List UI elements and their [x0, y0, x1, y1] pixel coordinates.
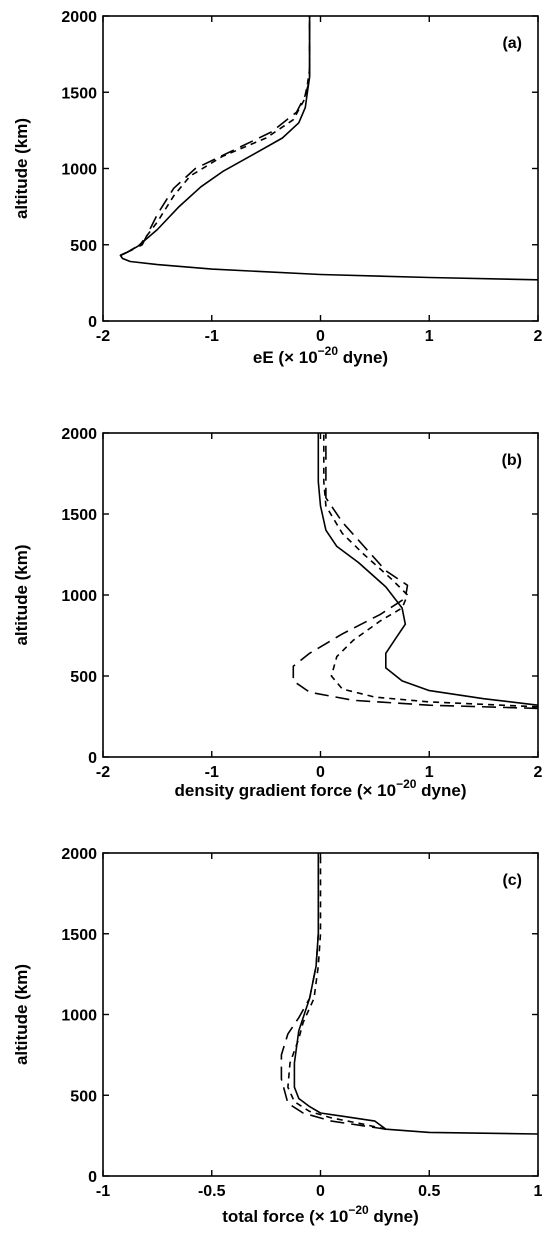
x-tick-label: 1 — [425, 764, 434, 781]
x-tick-label: 0.5 — [418, 1183, 440, 1200]
y-tick-label: 500 — [70, 1088, 97, 1105]
x-tick-label: 0 — [316, 1183, 325, 1200]
series-line-solid — [317, 433, 538, 706]
x-tick-label: 0 — [316, 764, 325, 781]
y-tick-label: 2000 — [61, 426, 97, 443]
x-axis-label-unit: dyne) — [416, 781, 466, 800]
chart-panel-3: -1 -0.5 0 0.5 1 0 500 1000 1500 2000 altitude (km)… — [12, 846, 543, 1226]
y-tick-label: 0 — [88, 314, 97, 331]
y-tick-label: 2000 — [61, 9, 97, 26]
y-tick-label: 1500 — [61, 507, 97, 524]
x-tick-label: -0.5 — [198, 1183, 226, 1200]
x-axis-label-main: eE (× 10 — [253, 348, 318, 367]
x-tick-label: -1 — [205, 328, 219, 345]
x-tick-label: 1 — [534, 1183, 543, 1200]
x-axis-label: density gradient force (× 10−20 dyne) — [175, 777, 467, 800]
series-line-solid — [293, 853, 538, 1135]
x-axis-label-exponent: −20 — [396, 777, 417, 791]
x-axis-label: total force (× 10−20 dyne) — [222, 1203, 419, 1226]
x-tick-label: 1 — [425, 328, 434, 345]
x-axis-label-unit: dyne) — [338, 348, 388, 367]
x-tick-label: 2 — [534, 764, 543, 781]
x-axis-label-main: density gradient force (× 10 — [175, 781, 397, 800]
x-tick-label: -1 — [205, 764, 219, 781]
y-tick-label: 0 — [88, 1169, 97, 1186]
y-axis-label: altitude (km) — [12, 964, 31, 1065]
chart-panel-2: -2 -1 0 1 2 0 500 1000 1500 2000 altitude (km) dens… — [12, 426, 543, 800]
y-tick-label: 500 — [70, 669, 97, 686]
panel-label: (b) — [502, 452, 522, 469]
y-tick-label: 1000 — [61, 1008, 97, 1025]
x-tick-label: 2 — [534, 328, 543, 345]
y-tick-label: 2000 — [61, 846, 97, 863]
series-line-dashed — [287, 853, 386, 1130]
y-tick-label: 1500 — [61, 927, 97, 944]
panel-label: (c) — [502, 872, 522, 889]
x-axis-label-exponent: −20 — [348, 1203, 369, 1217]
panel-label: (a) — [502, 35, 522, 52]
plot-frame — [102, 432, 539, 758]
chart-panel-1: -2 -1 0 1 2 0 500 1000 1500 2000 altitude (km) eE (… — [12, 9, 543, 367]
x-tick-label: 0 — [316, 328, 325, 345]
series-line-dashed — [323, 433, 538, 708]
y-tick-label: 1500 — [61, 85, 97, 102]
series-line-dashed — [120, 16, 311, 257]
series-line-longdash — [280, 853, 386, 1130]
x-axis-label-unit: dyne) — [369, 1207, 419, 1226]
x-tick-label: -2 — [96, 764, 110, 781]
y-tick-label: 0 — [88, 750, 97, 767]
series-line-solid — [119, 16, 538, 281]
y-tick-label: 1000 — [61, 162, 97, 179]
y-axis-label: altitude (km) — [12, 118, 31, 219]
x-axis-label: eE (× 10−20 dyne) — [253, 344, 388, 367]
x-tick-label: -1 — [96, 1183, 110, 1200]
x-axis-label-exponent: −20 — [318, 344, 339, 358]
y-tick-label: 500 — [70, 238, 97, 255]
series-line-longdash — [292, 433, 538, 710]
y-tick-label: 1000 — [61, 588, 97, 605]
x-tick-label: -2 — [96, 328, 110, 345]
y-axis-label: altitude (km) — [12, 544, 31, 645]
series-line-longdash — [120, 16, 311, 257]
x-axis-label-main: total force (× 10 — [222, 1207, 348, 1226]
